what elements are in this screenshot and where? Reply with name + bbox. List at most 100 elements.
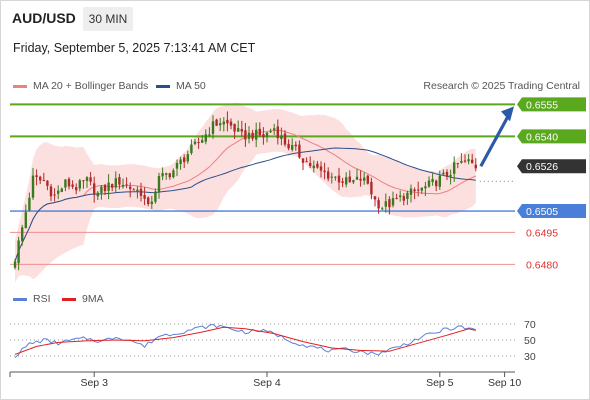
candle-body [355,176,359,180]
candle-body [24,212,27,229]
x-tick-label: Sep 5 [426,377,454,389]
candle-body [435,180,438,187]
candle-body [291,145,294,150]
candle-body [388,199,391,208]
candle-body [283,133,287,145]
candle-body [154,191,157,202]
candle-body [427,180,431,187]
candle-body [359,178,362,181]
legend-ma50-label: MA 50 [176,80,206,92]
candle-body [247,132,251,139]
candle-body [287,143,290,149]
candle-body [262,134,265,138]
candle-body [118,177,121,185]
x-tick-label: Sep 10 [488,377,521,389]
candle-body [471,159,474,164]
candle-body [301,158,305,163]
candle-body [129,186,132,189]
candle-body [139,188,143,196]
candle-body [161,173,164,177]
price-tag-0.6555: 0.6555 [517,97,586,112]
candle-body [406,192,409,200]
legend-swatch-rsi [13,297,27,301]
candle-body [319,166,323,171]
candle-body [453,162,456,174]
candles [13,111,477,271]
candle-body [237,128,240,132]
forecast-arrow-head [501,106,514,122]
candle-body [100,186,103,193]
candle-body [204,134,207,142]
candle-body [183,157,186,163]
candle-body [17,240,20,264]
candle-body [265,132,269,137]
bollinger-band [15,102,476,283]
candle-body [456,163,459,165]
candle-body [460,160,463,163]
candle-body [219,123,222,126]
candle-body [352,180,355,183]
candle-body [46,180,49,186]
candle-body [93,183,96,195]
candle-body [13,261,17,268]
rsi-ma-line [14,326,476,355]
candle-body [334,176,337,178]
candle-body [381,208,384,210]
candle-body [208,134,211,136]
candle-body [240,129,243,132]
rsi-tick-70: 70 [524,319,536,331]
candle-body [28,197,31,211]
price-tag-bg [517,159,586,174]
candle-body [341,181,344,183]
candle-body [165,173,168,175]
candle-body [345,177,348,185]
price-tag-bg [517,97,586,112]
candle-body [305,161,308,163]
candle-body [186,154,189,162]
price-tag-label: 0.6540 [526,131,558,143]
candle-body [168,173,171,178]
candle-body [373,196,377,200]
candle-body [370,181,373,195]
legend-rsi: RSI [13,293,51,305]
candle-body [337,175,341,183]
candle-body [103,184,107,192]
candle-body [399,195,402,197]
ma50-line [14,147,476,262]
symbol-label: AUD/USD [12,10,76,26]
candle-body [316,163,319,168]
candle-body [82,180,85,182]
candle-body [312,165,315,169]
price-label-0.6480: 0.6480 [526,259,558,271]
candle-body [179,159,182,165]
legend-rsi-label: RSI [33,293,51,305]
candle-body [463,160,467,162]
candle-body [64,179,67,188]
candle-body [449,174,452,177]
legend-ma20-label: MA 20 + Bollinger Bands [33,80,149,92]
rsi-tick-30: 30 [524,351,536,363]
candle-body [35,175,38,178]
candle-body [298,144,301,158]
candle-body [67,178,71,187]
candle-body [49,186,53,197]
forecast-arrow-shaft [479,115,510,168]
legend-9ma-label: 9MA [82,293,104,305]
candle-body [157,176,161,192]
price-tag-bg [517,204,586,219]
candle-body [96,192,99,197]
candle-body [445,171,449,177]
candle-body [201,140,204,143]
candle-body [121,184,125,187]
candle-body [226,119,229,124]
candle-body [420,187,423,191]
candle-body [193,141,197,144]
candle-body [442,172,445,175]
candle-body [384,201,387,207]
candle-body [366,175,369,184]
candle-body [409,188,413,195]
rsi-line [14,323,476,358]
timeframe-badge[interactable]: 30 MIN [83,7,133,31]
price-tag-0.6540: 0.6540 [517,129,586,144]
